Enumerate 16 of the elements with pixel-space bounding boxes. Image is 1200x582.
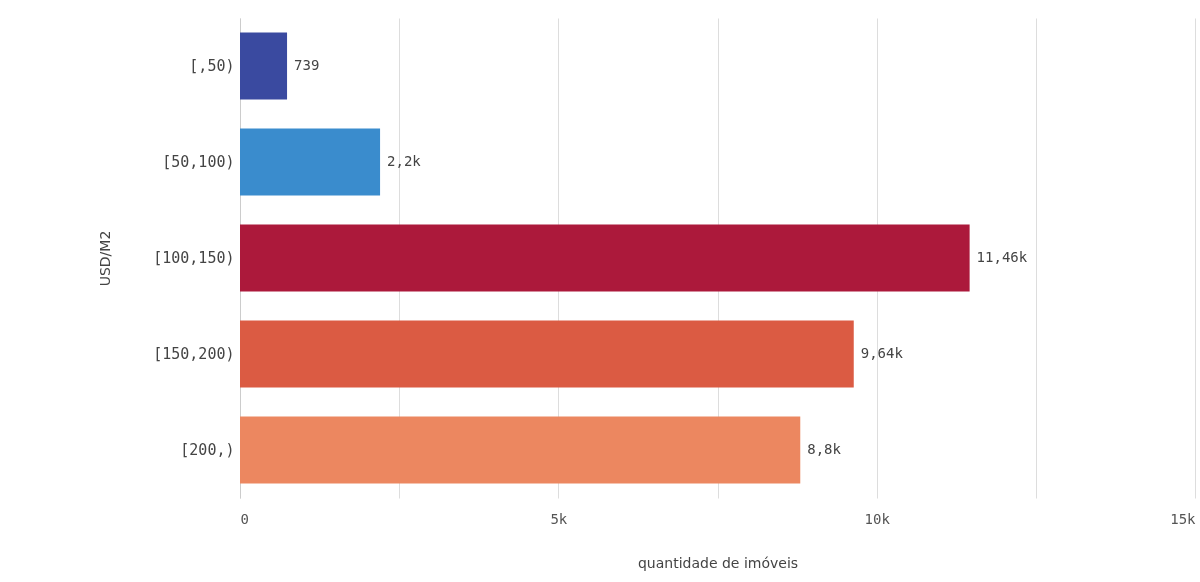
x-tick-label: 15k xyxy=(1170,510,1197,527)
data-label: 2,2k xyxy=(387,153,422,169)
y-tick-label: [150,200) xyxy=(153,345,235,363)
x-tick-label: 5k xyxy=(550,510,568,527)
data-label: 11,46k xyxy=(976,249,1028,265)
data-label: 9,64k xyxy=(860,345,904,361)
data-label: 8,8k xyxy=(807,441,842,457)
y-axis-title: USD/M2 xyxy=(97,230,114,287)
y-tick-label: [200,) xyxy=(180,441,235,459)
data-label: 739 xyxy=(294,57,320,73)
y-tick-label: [100,150) xyxy=(153,249,235,267)
y-tick-label: [,50) xyxy=(189,57,235,75)
x-axis-title: quantidade de imóveis xyxy=(637,554,799,571)
y-tick-label: [50,100) xyxy=(162,153,235,171)
x-tick-label: 0 xyxy=(240,510,249,527)
x-tick-label: 10k xyxy=(864,510,891,527)
